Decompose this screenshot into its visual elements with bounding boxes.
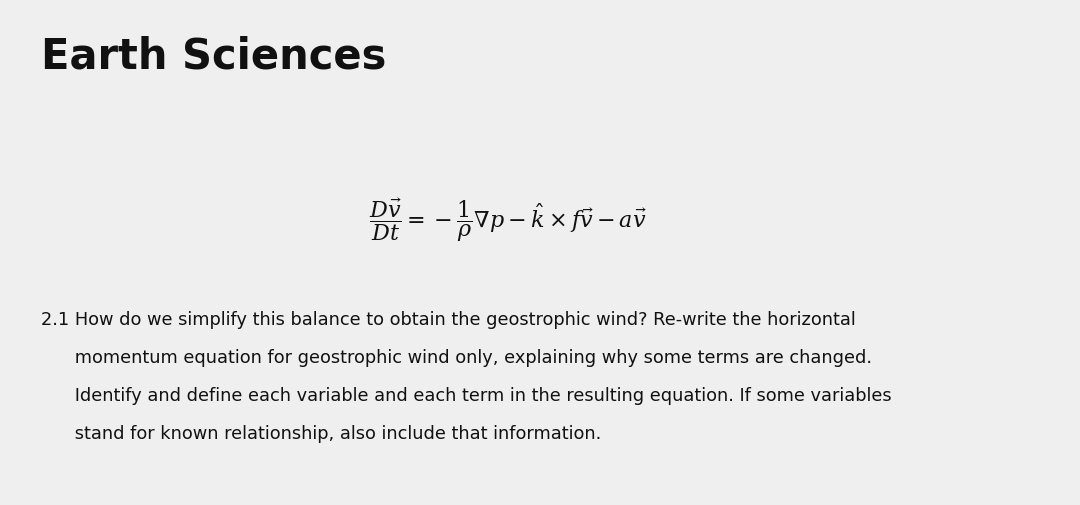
- Text: momentum equation for geostrophic wind only, explaining why some terms are chang: momentum equation for geostrophic wind o…: [41, 348, 872, 367]
- Text: 2.1 How do we simplify this balance to obtain the geostrophic wind? Re-write the: 2.1 How do we simplify this balance to o…: [41, 311, 855, 329]
- Text: stand for known relationship, also include that information.: stand for known relationship, also inclu…: [41, 424, 602, 442]
- Text: $\dfrac{D\vec{v}}{Dt} = -\dfrac{1}{\rho}\nabla p - \hat{k} \times f\vec{v} - a\v: $\dfrac{D\vec{v}}{Dt} = -\dfrac{1}{\rho}…: [368, 196, 647, 243]
- Text: Earth Sciences: Earth Sciences: [41, 35, 387, 77]
- Text: Identify and define each variable and each term in the resulting equation. If so: Identify and define each variable and ea…: [41, 386, 892, 405]
